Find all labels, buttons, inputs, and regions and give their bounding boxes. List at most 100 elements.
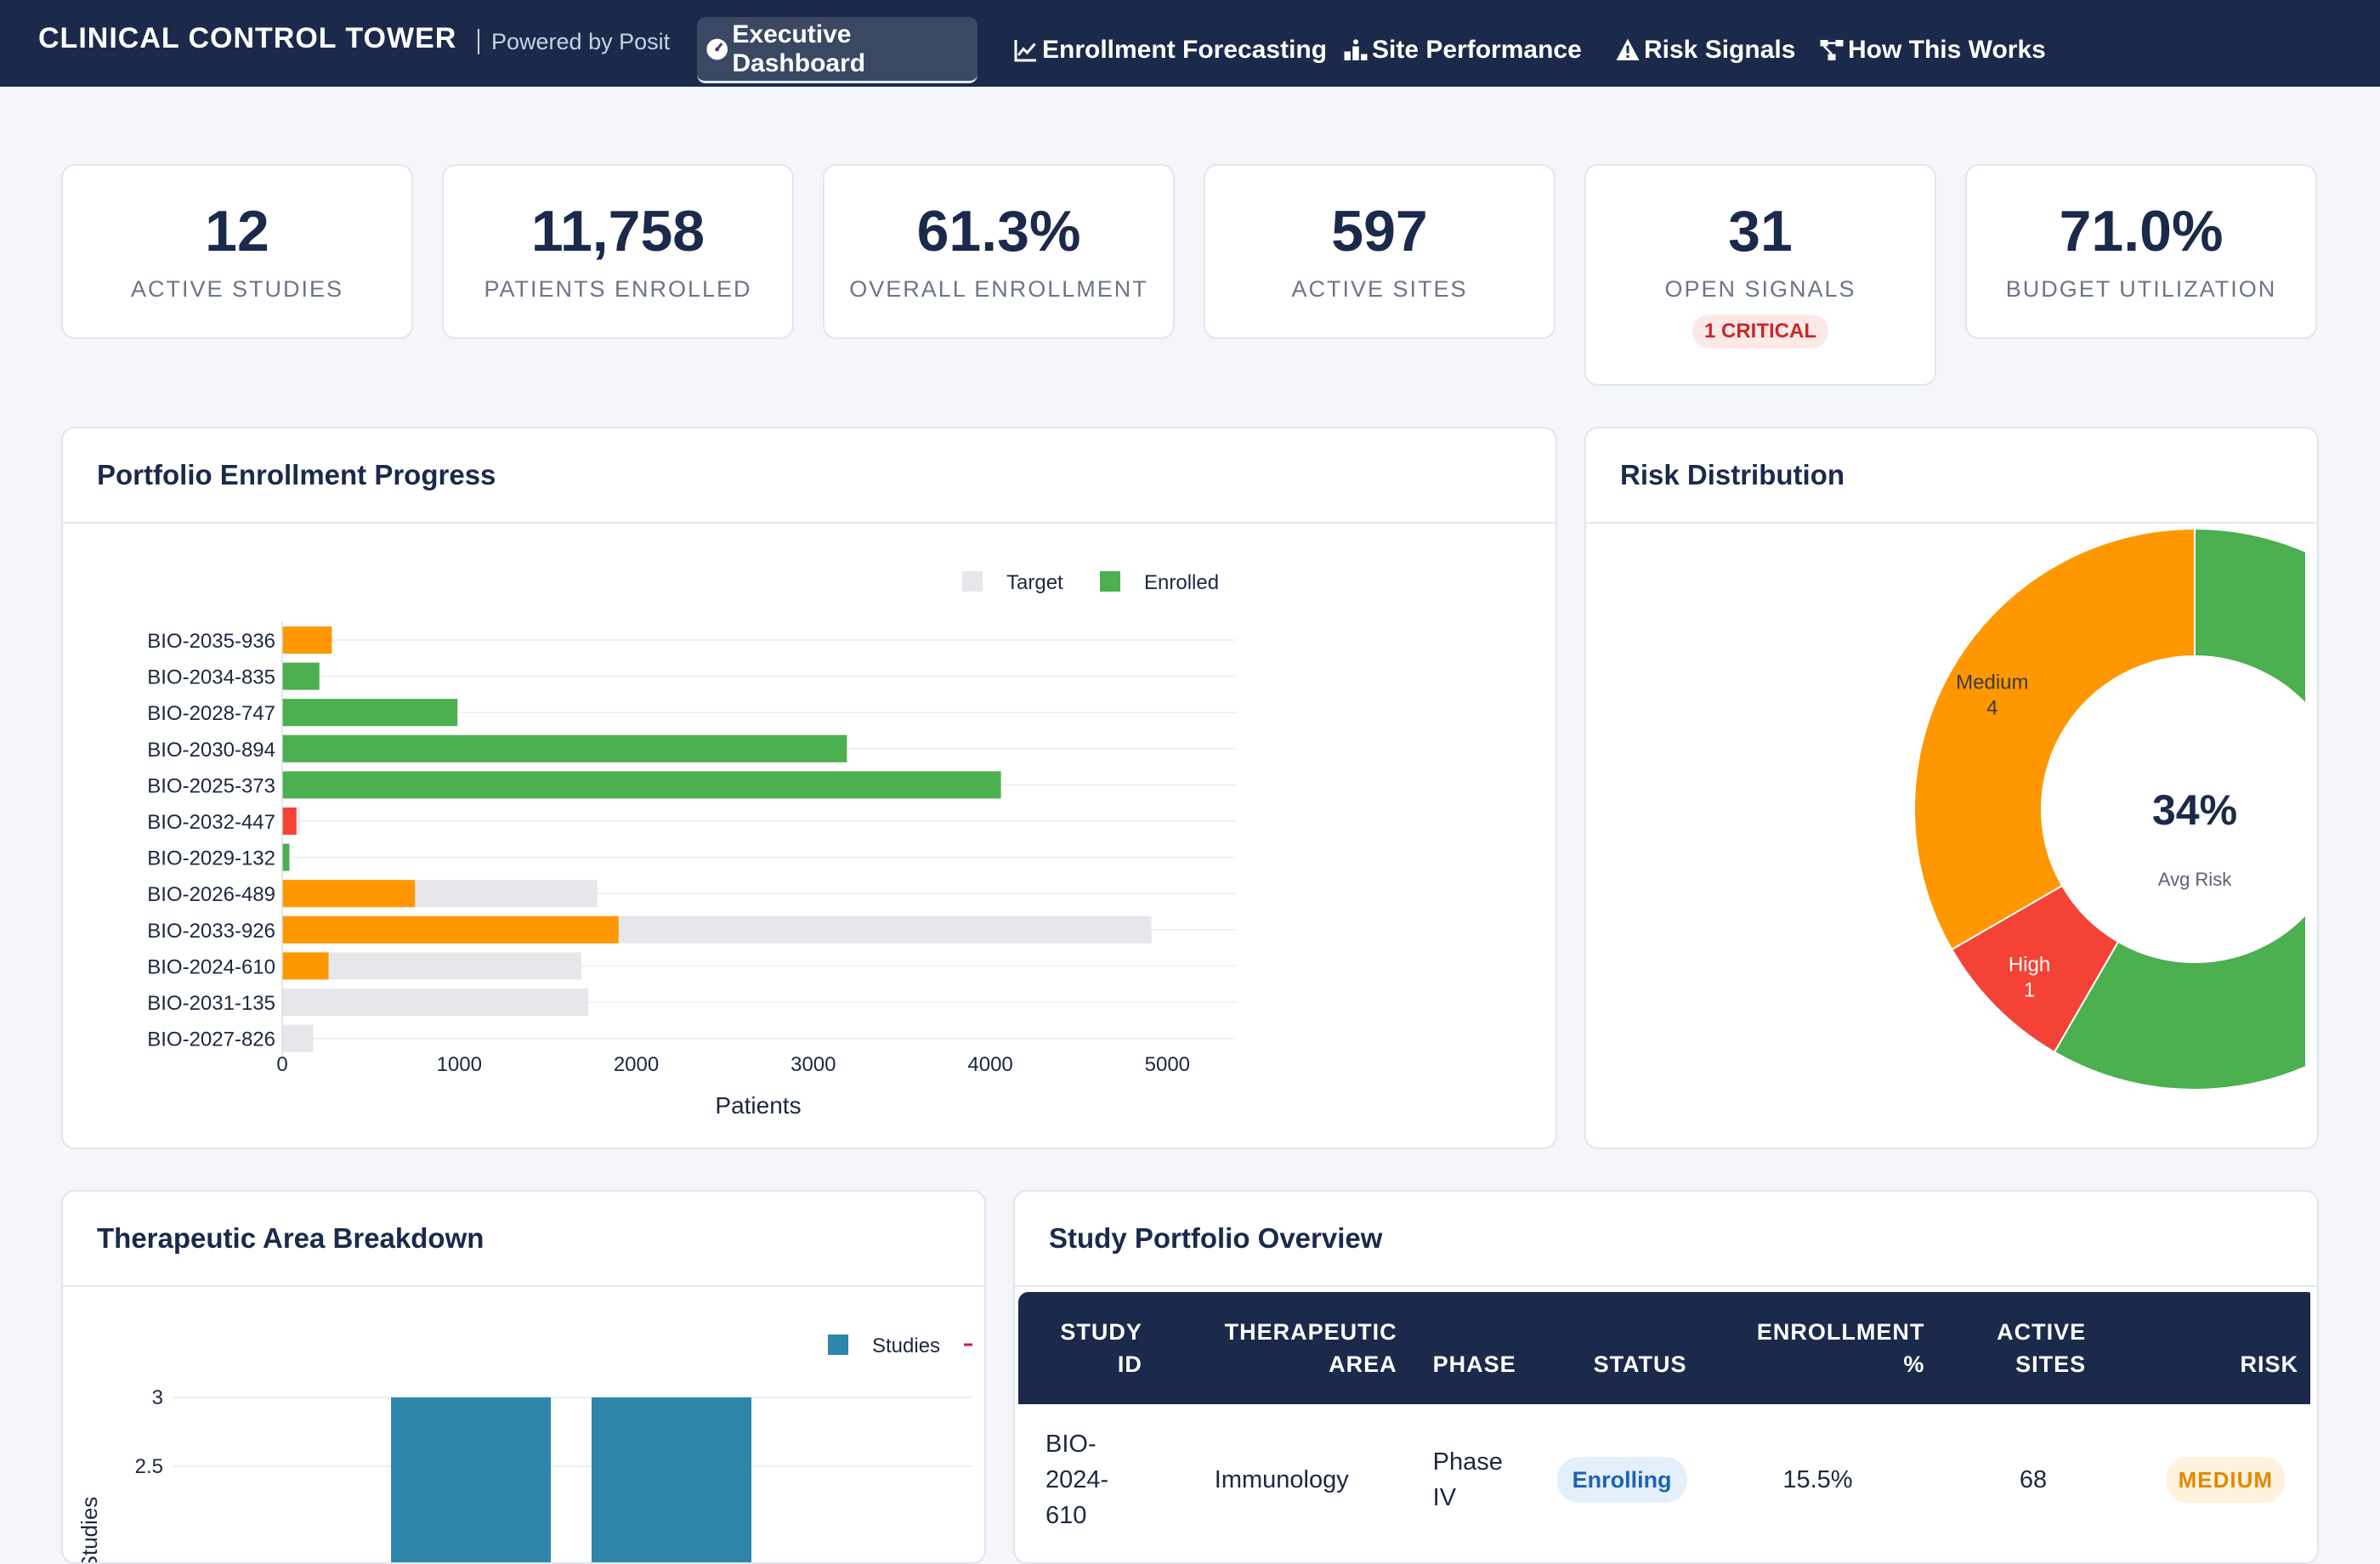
col-enrollment[interactable]: ENROLLMENT% (1698, 1292, 1937, 1404)
risk-badge: MEDIUM (2166, 1457, 2285, 1503)
enrolled-bar (282, 734, 847, 762)
col-phase[interactable]: PHASE (1408, 1292, 1545, 1404)
cell-enrollment: 15.5% (1782, 1466, 1853, 1493)
kpi-patients-enrolled: 11,758 PATIENTS ENROLLED (442, 164, 794, 339)
enrolled-bar (282, 699, 458, 727)
col-therapeutic-area[interactable]: THERAPEUTIC AREA (1153, 1292, 1409, 1404)
donut-slice-medium (1913, 527, 2196, 951)
donut-center-label: Avg Risk (2158, 869, 2232, 890)
therapeutic-area-card: Therapeutic Area Breakdown 2.5 3 Studies St… (61, 1190, 986, 1564)
slice-value: 1 (2024, 978, 2035, 1001)
donut-group (1913, 527, 2305, 1091)
category-label: BIO-2035-936 (147, 630, 275, 653)
kpi-active-sites: 597 ACTIVE SITES (1204, 164, 1556, 339)
legend-swatch-target (962, 571, 983, 592)
tab-executive-dashboard[interactable]: Executive Dashboard (697, 17, 978, 83)
therapeutic-bar-chart[interactable]: 2.5 3 Studies Studies (63, 1287, 984, 1564)
tab-label: Risk Signals (1644, 36, 1796, 64)
category-label: BIO-2033-926 (147, 920, 275, 943)
card-title: Study Portfolio Overview (1049, 1222, 1383, 1254)
app-brand[interactable]: CLINICAL CONTROL TOWER (38, 22, 457, 54)
cell-status: Enrolling (1545, 1404, 1699, 1556)
target-bar (282, 1024, 314, 1052)
cell-phase: Phase IV (1432, 1448, 1503, 1511)
legend-label-target: Target (1006, 571, 1063, 594)
cell-risk: MEDIUM (2098, 1404, 2310, 1556)
legend-swatch-enrolled (1100, 571, 1120, 592)
card-title: Portfolio Enrollment Progress (97, 459, 496, 490)
status-badge: Enrolling (1556, 1457, 1687, 1503)
kpi-value: 11,758 (530, 199, 706, 264)
col-risk[interactable]: RISK (2098, 1292, 2310, 1404)
cell-study-id: BIO- 2024- 610 (1046, 1431, 1109, 1529)
tab-label: Executive Dashboard (732, 20, 866, 77)
line-chart-icon (1014, 40, 1036, 62)
gauge-icon (706, 38, 728, 60)
kpi-budget-utilization: 71.0% BUDGET UTILIZATION (1965, 164, 2317, 339)
target-bar (282, 989, 589, 1016)
y-axis-title: Studies (76, 1497, 102, 1564)
top-navbar: CLINICAL CONTROL TOWER Powered by Posit … (0, 0, 2380, 87)
enrollment-bar-chart[interactable]: BIO-2035-936 BIO-2034-835 BIO-2028-747 BIO-… (63, 524, 1556, 1149)
podium-icon (1344, 39, 1368, 60)
tab-label: Enrollment Forecasting (1042, 36, 1328, 64)
col-status[interactable]: STATUS (1544, 1292, 1699, 1404)
kpi-label: BUDGET UTILIZATION (2005, 276, 2277, 302)
card-title: Risk Distribution (1620, 459, 1845, 490)
enrolled-bar (282, 771, 1001, 799)
portfolio-table: STUDY ID THERAPEUTIC AREA PHASE STATUS ENR… (1018, 1292, 2310, 1556)
col-active-sites[interactable]: ACTIVE SITES (1936, 1292, 2099, 1404)
category-label: BIO-2030-894 (147, 739, 275, 762)
y-tick-label: 3 (152, 1386, 163, 1409)
enrolled-bar (282, 915, 619, 944)
kpi-value: 61.3% (916, 199, 1081, 264)
col-study-id[interactable]: STUDY ID (1018, 1292, 1154, 1404)
y-tick-label: 2.5 (135, 1455, 163, 1478)
table-row[interactable]: BIO- 2024- 610 Immunology Phase IV Enrollin… (1018, 1404, 2310, 1556)
critical-badge: 1 CRITICAL (1692, 314, 1828, 348)
category-label: BIO-2032-447 (147, 811, 275, 834)
enrolled-bar (282, 880, 416, 908)
kpi-label: PATIENTS ENROLLED (484, 276, 752, 302)
category-label: BIO-2034-835 (147, 666, 275, 689)
slice-value: 4 (1986, 697, 1998, 720)
legend-swatch-studies (828, 1334, 848, 1355)
kpi-value: 12 (205, 199, 269, 264)
risk-distribution-card: Risk Distribution High 1 Medium 4 34% Avg Ris… (1584, 427, 2319, 1149)
tab-label: Site Performance (1372, 36, 1582, 64)
card-header: Risk Distribution (1586, 428, 2317, 524)
portfolio-table-wrap: STUDY ID THERAPEUTIC AREA PHASE STATUS ENR… (1018, 1292, 2317, 1556)
tab-enrollment-forecasting[interactable]: Enrollment Forecasting (1005, 17, 1335, 83)
category-label: BIO-2031-135 (147, 992, 275, 1015)
enrollment-progress-card: Portfolio Enrollment Progress BIO-2035-9… (61, 427, 1557, 1149)
x-tick-label: 5000 (1145, 1053, 1190, 1076)
tab-site-performance[interactable]: Site Performance (1334, 17, 1590, 83)
legend-label-studies: Studies (872, 1334, 940, 1357)
x-axis-title: Patients (715, 1092, 801, 1119)
x-tick-label: 3000 (790, 1053, 836, 1076)
category-label: BIO-2025-373 (147, 774, 275, 797)
enrolled-bar (282, 626, 332, 654)
kpi-value: 597 (1331, 199, 1428, 264)
enrolled-bar (282, 843, 290, 871)
tab-risk-signals[interactable]: Risk Signals (1606, 17, 1804, 83)
legend-label-enrolled: Enrolled (1144, 571, 1219, 594)
cell-therapeutic-area: Immunology (1214, 1466, 1349, 1493)
powered-by-label: Powered by Posit (478, 29, 670, 54)
kpi-value: 31 (1728, 199, 1793, 264)
enrolled-bar (282, 662, 320, 690)
card-title: Therapeutic Area Breakdown (97, 1222, 484, 1254)
slice-label: Medium (1956, 672, 2028, 694)
tab-how-this-works[interactable]: How This Works (1810, 17, 2054, 83)
kpi-overall-enrollment: 61.3% OVERALL ENROLLMENT (823, 164, 1175, 339)
study-portfolio-card: Study Portfolio Overview STUDY ID THERAPE… (1013, 1190, 2319, 1564)
enrolled-bar (282, 808, 297, 835)
warning-icon (1616, 38, 1640, 60)
flow-icon (1820, 40, 1844, 60)
tab-label: How This Works (1848, 36, 2046, 64)
enrolled-bar (282, 952, 329, 980)
category-label: BIO-2028-747 (147, 702, 275, 725)
cell-active-sites: 68 (2019, 1466, 2048, 1493)
kpi-label: OPEN SIGNALS (1664, 276, 1856, 302)
